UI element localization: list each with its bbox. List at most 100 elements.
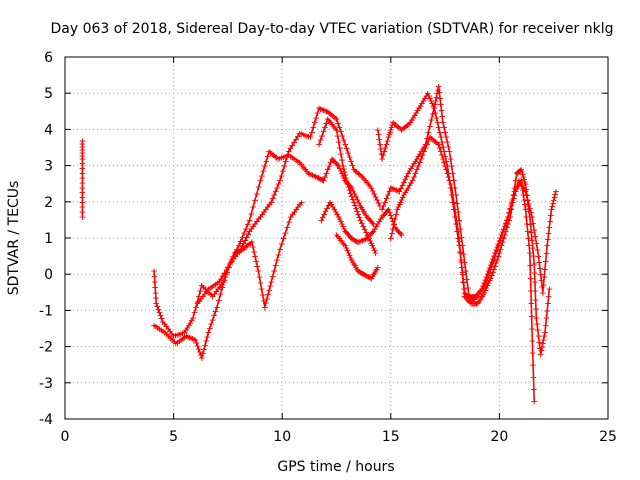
data-point-marker: +: [440, 152, 447, 165]
data-point-marker: +: [248, 207, 255, 220]
data-point-marker: +: [397, 227, 404, 240]
data-point-marker: +: [512, 174, 519, 187]
data-point-marker: +: [344, 227, 351, 240]
data-point-marker: +: [472, 297, 479, 310]
data-point-marker: +: [223, 263, 230, 276]
data-point-marker: +: [364, 176, 371, 189]
y-tick-label: 5: [44, 86, 53, 102]
data-point-marker: +: [392, 183, 399, 196]
data-point-marker: +: [269, 270, 276, 283]
data-point-marker: +: [526, 239, 533, 252]
data-point-marker: +: [444, 160, 451, 173]
data-point-marker: +: [232, 250, 239, 263]
data-point-marker: +: [463, 273, 470, 286]
data-point-marker: +: [221, 266, 228, 279]
data-point-marker: +: [488, 269, 495, 282]
data-point-marker: +: [376, 133, 383, 146]
data-point-marker: +: [371, 266, 378, 279]
data-point-marker: +: [469, 290, 476, 303]
data-point-marker: +: [425, 90, 432, 103]
data-point-marker: +: [482, 274, 489, 287]
data-point-marker: +: [533, 312, 540, 325]
data-point-marker: +: [433, 91, 440, 104]
data-point-marker: +: [538, 344, 545, 357]
data-point-marker: +: [437, 131, 444, 144]
data-point-marker: +: [340, 220, 347, 233]
data-point-marker: +: [236, 245, 243, 258]
data-point-marker: +: [264, 292, 271, 305]
data-point-marker: +: [542, 326, 549, 339]
data-point-marker: +: [246, 225, 253, 238]
data-point-marker: +: [312, 170, 319, 183]
data-point-marker: +: [209, 313, 216, 326]
data-point-marker: +: [433, 111, 440, 124]
data-point-marker: +: [337, 148, 344, 161]
data-point-marker: +: [318, 214, 325, 227]
data-point-marker: +: [247, 237, 254, 250]
data-point-marker: +: [542, 255, 549, 268]
data-point-marker: +: [472, 291, 479, 304]
data-point-marker: +: [339, 129, 346, 142]
data-point-marker: +: [520, 189, 527, 202]
data-point-marker: +: [205, 326, 212, 339]
data-point-marker: +: [271, 265, 278, 278]
data-point-marker: +: [432, 136, 439, 149]
data-point-marker: +: [402, 173, 409, 186]
data-point-marker: +: [239, 240, 246, 253]
data-point-marker: +: [526, 210, 533, 223]
data-point-marker: +: [533, 303, 540, 316]
data-point-marker: +: [207, 282, 214, 295]
data-point-marker: +: [541, 330, 548, 343]
data-point-marker: +: [331, 203, 338, 216]
data-point-marker: +: [435, 84, 442, 97]
data-point-marker: +: [331, 155, 338, 168]
data-point-marker: +: [517, 176, 524, 189]
data-point-marker: +: [193, 301, 200, 314]
data-point-marker: +: [346, 230, 353, 243]
data-point-marker: +: [398, 193, 405, 206]
data-point-marker: +: [506, 214, 513, 227]
data-point-marker: +: [241, 242, 248, 255]
data-point-marker: +: [355, 167, 362, 180]
data-point-marker: +: [227, 257, 234, 270]
data-point-marker: +: [319, 129, 326, 142]
data-point-marker: +: [300, 128, 307, 141]
data-point-marker: +: [429, 108, 436, 121]
data-point-marker: +: [185, 319, 192, 332]
data-point-marker: +: [481, 286, 488, 299]
data-point-marker: +: [511, 189, 518, 202]
data-point-marker: +: [360, 268, 367, 281]
data-point-marker: +: [462, 291, 469, 304]
series-trace: [196, 106, 381, 304]
data-point-marker: +: [294, 130, 301, 143]
data-point-marker: +: [79, 137, 86, 150]
data-point-marker: +: [479, 290, 486, 303]
data-point-marker: +: [322, 121, 329, 134]
y-tick-label: -2: [39, 340, 53, 356]
data-point-marker: +: [414, 104, 421, 117]
data-point-marker: +: [238, 243, 245, 256]
data-point-marker: +: [548, 203, 555, 216]
data-point-marker: +: [497, 243, 504, 256]
data-point-marker: +: [450, 174, 457, 187]
data-point-marker: +: [534, 318, 541, 331]
data-point-marker: +: [345, 247, 352, 260]
data-point-marker: +: [176, 335, 183, 348]
data-point-marker: +: [414, 163, 421, 176]
data-point-marker: +: [252, 250, 259, 263]
data-point-marker: +: [319, 211, 326, 224]
data-point-marker: +: [512, 185, 519, 198]
data-point-marker: +: [518, 166, 525, 179]
data-point-marker: +: [347, 251, 354, 264]
data-point-marker: +: [452, 203, 459, 216]
data-point-marker: +: [181, 326, 188, 339]
chart-title: Day 063 of 2018, Sidereal Day-to-day VTE…: [51, 21, 614, 37]
data-point-marker: +: [443, 131, 450, 144]
data-point-marker: +: [446, 145, 453, 158]
data-point-marker: +: [491, 250, 498, 263]
data-point-marker: +: [79, 177, 86, 190]
data-point-marker: +: [503, 218, 510, 231]
data-point-marker: +: [241, 227, 248, 240]
data-point-marker: +: [438, 136, 445, 149]
data-point-marker: +: [361, 172, 368, 185]
